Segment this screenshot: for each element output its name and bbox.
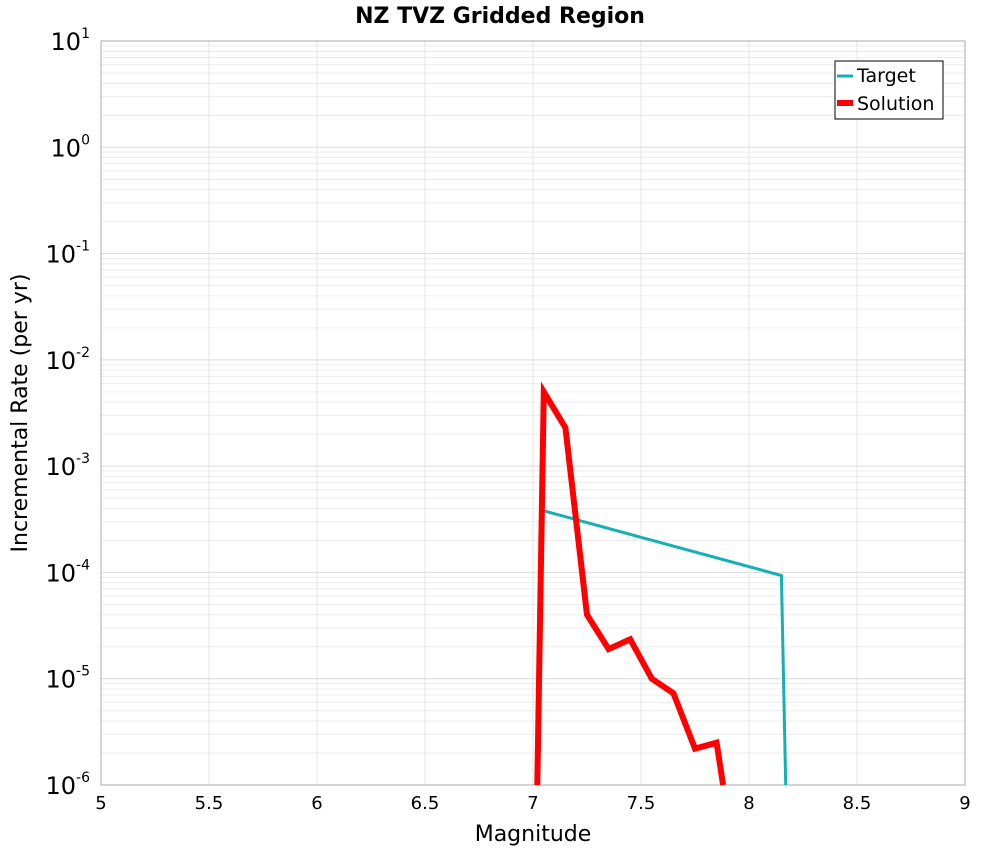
y-tick-label: 10-1	[45, 239, 90, 269]
series-line-solution	[534, 381, 727, 786]
x-tick-label: 7	[527, 793, 538, 814]
y-tick-label: 10-4	[45, 557, 90, 587]
legend: Target Solution	[834, 60, 944, 120]
x-tick-label: 8	[743, 793, 754, 814]
y-tick-label: 10-3	[45, 451, 90, 481]
y-tick-label: 101	[51, 26, 90, 56]
legend-box	[834, 60, 944, 120]
x-tick-label: 8.5	[843, 793, 872, 814]
x-axis-label: Magnitude	[475, 822, 592, 847]
y-tick-label: 100	[51, 132, 90, 162]
x-axis-ticks: 5 5.5 6 6.5 7 7.5 8 8.5 9	[95, 793, 970, 814]
series-layer	[534, 381, 788, 786]
y-tick-label: 10-6	[45, 770, 90, 800]
series-line-target	[543, 509, 788, 786]
x-tick-label: 6	[311, 793, 322, 814]
y-tick-label: 10-5	[45, 664, 90, 694]
x-tick-label: 5.5	[195, 793, 224, 814]
y-tick-label: 10-2	[45, 345, 90, 375]
legend-label-target: Target	[856, 65, 916, 87]
x-tick-label: 5	[95, 793, 106, 814]
y-axis-label: Incremental Rate (per yr)	[8, 274, 33, 553]
x-tick-label: 7.5	[627, 793, 656, 814]
x-tick-label: 6.5	[411, 793, 440, 814]
grid	[100, 41, 966, 786]
x-tick-label: 9	[959, 793, 970, 814]
y-axis-ticks: 10-6 10-5 10-4 10-3 10-2 10-1 100 101	[45, 26, 90, 800]
legend-label-solution: Solution	[857, 93, 934, 115]
chart-title: NZ TVZ Gridded Region	[355, 4, 645, 29]
plot-area-border	[100, 40, 966, 786]
